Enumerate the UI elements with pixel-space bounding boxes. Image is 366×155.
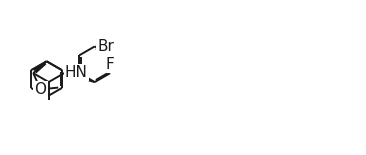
Text: O: O <box>34 82 46 97</box>
Text: HN: HN <box>65 65 88 80</box>
Text: F: F <box>106 57 115 72</box>
Text: Br: Br <box>97 39 114 54</box>
